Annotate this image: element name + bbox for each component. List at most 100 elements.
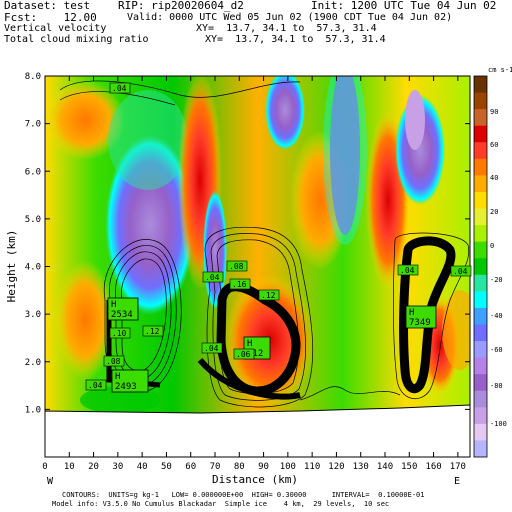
y-tick-label: 1.0 [25,405,41,415]
colorbar-swatch [474,175,487,193]
forecast-hour: Fcst: 12.00 [4,11,97,24]
terrain [45,404,470,457]
contour-label: .08 [106,357,121,366]
x-tick-label: 70 [210,462,221,472]
colorbar: 90 60 40 20 0 -20 -40 -60 -80 -100 [473,75,507,458]
init-time: Init: 1200 UTC Tue 04 Jun 02 [311,0,497,12]
x-tick-label: 40 [137,462,148,472]
cloud-max-value: 2493 [115,382,137,392]
contour-label: .04 [205,273,220,282]
colorbar-label: -40 [490,312,503,320]
contour-label: .04 [400,266,415,275]
colorbar-swatch [474,208,487,226]
east-end-label: E [454,476,460,487]
colorbar-swatch [474,423,487,441]
y-tick-label: 4.0 [25,263,41,273]
colorbar-swatch [474,440,487,458]
x-tick-label: 30 [112,462,123,472]
contour-label: .04 [453,267,468,276]
x-tick-label: 170 [450,462,466,472]
colorbar-label: -100 [490,420,507,428]
cloud-max-box [405,305,437,329]
model-info: Model info: V3.5.0 No Cumulus Blackadar … [52,500,390,508]
cloud-boundary-center [216,282,301,396]
xsec-endpoints-1: XY= 13.7, 34.1 to 57.3, 31.4 [196,23,377,34]
colorbar-swatch [474,142,487,160]
contour-label: .08 [229,262,244,271]
colorbar-swatch [474,158,487,176]
dataset-label: Dataset: test [4,0,91,12]
colorbar-swatch [474,191,487,210]
contour-label-box [258,289,280,301]
colorbar-label: -60 [490,346,503,354]
colorbar-swatch [474,374,487,392]
colorbar-swatch [474,109,487,127]
x-axis-ticks: 0 10 20 30 40 50 60 70 80 90 100 110 120 130 140 150 160… [42,76,466,472]
y-tick-label: 7.0 [25,120,41,130]
cloud-max-letter: H [111,300,116,310]
contour-info: CONTOURS: UNITS=g kg-1 LOW= 0.000000E+00… [62,491,425,499]
colorbar-swatch [474,241,487,259]
rip-label: RIP: rip20020604_d2 [118,0,244,12]
x-tick-label: 150 [401,462,417,472]
colorbar-label: -80 [490,382,503,390]
contour-label-box [85,379,107,391]
colorbar-swatch [474,76,487,94]
x-tick-label: 160 [425,462,441,472]
contour-label-box [226,260,248,272]
contour-label: .10 [112,329,127,338]
x-tick-label: 50 [161,462,172,472]
x-tick-label: 100 [280,462,296,472]
y-axis-title: Height (km) [5,230,18,303]
contour-label-box [103,355,125,367]
contour-label-box [397,264,419,276]
cloud-max-value: 2534 [111,310,133,320]
colorbar-label: 40 [490,174,498,182]
colorbar-label: 90 [490,108,498,116]
cloud-boundary-east [399,236,456,394]
x-axis-title: Distance (km) [212,473,298,486]
contour-label-box [229,278,251,290]
colorbar-swatch [474,390,487,408]
x-tick-label: 130 [353,462,369,472]
y-tick-label: 2.0 [25,358,41,368]
contour-label: .06 [236,350,251,359]
colorbar-label: 60 [490,141,498,149]
contour-label: .04 [112,84,127,93]
contour-label-box [109,82,131,94]
colorbar-swatch [474,291,487,309]
contour-label-box [202,271,224,283]
colorbar-swatch [474,324,487,342]
x-tick-label: 140 [377,462,393,472]
y-tick-label: 3.0 [25,310,41,320]
contour-label-box [450,265,472,277]
field-cloud-mixing-ratio: Total cloud mixing ratio [4,34,149,45]
colorbar-label: 0 [490,242,494,250]
y-tick-label: 5.0 [25,215,41,225]
contour-label: .16 [232,280,247,289]
contour-label-box [201,342,223,354]
y-tick-label: 6.0 [25,167,41,177]
colorbar-swatch [474,357,487,375]
colorbar-unit: cm s-1 [488,66,512,74]
contour-label-box [109,327,131,339]
colorbar-swatch [474,407,487,425]
cloud-max-letter: H [115,372,120,382]
xsec-endpoints-2: XY= 13.7, 34.1 to 57.3, 31.4 [205,34,386,45]
cloud-max-box [107,297,139,321]
colorbar-swatch [474,341,487,359]
cloud-max-letter: H [247,339,252,349]
x-tick-label: 110 [304,462,320,472]
contour-label: .12 [261,291,276,300]
colorbar-swatch [474,225,487,243]
colorbar-swatch [474,258,487,276]
x-tick-label: 90 [258,462,269,472]
contour-label-box [233,348,255,360]
contour-label: .04 [88,381,103,390]
cloud-max-value: 912 [247,349,263,359]
contour-label: .04 [204,344,219,353]
colorbar-swatch [474,92,487,110]
x-tick-label: 80 [234,462,245,472]
